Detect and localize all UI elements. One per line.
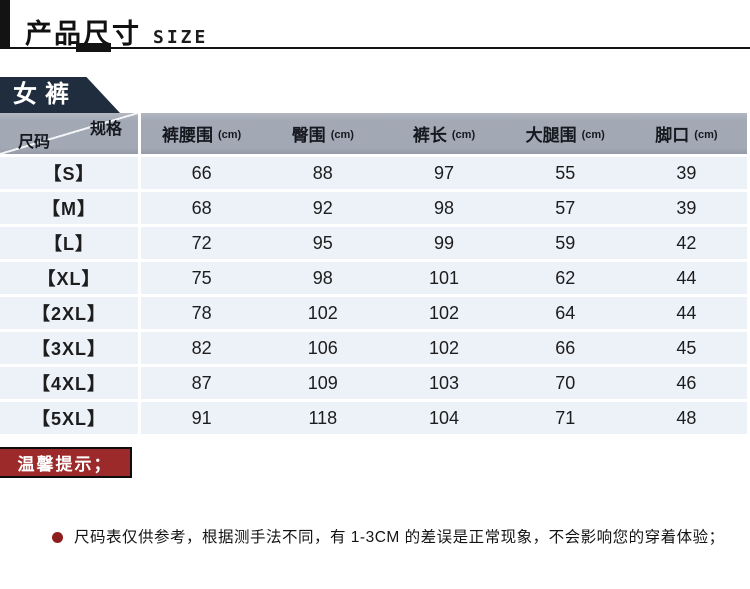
page-header: 产品尺寸 SIZE bbox=[25, 12, 208, 51]
column-label: 脚口 bbox=[655, 126, 690, 145]
hip-value: 88 bbox=[262, 157, 384, 189]
length-value: 101 bbox=[383, 262, 505, 294]
table-row: 【XL】 75 98 101 62 44 bbox=[0, 262, 748, 294]
header-divider-accent bbox=[76, 43, 111, 52]
thigh-value: 55 bbox=[504, 157, 626, 189]
length-value: 102 bbox=[383, 332, 505, 364]
column-header-thigh: 大腿围 (cm) bbox=[505, 113, 626, 154]
size-label: 【4XL】 bbox=[0, 367, 138, 399]
hem-value: 44 bbox=[625, 297, 748, 329]
column-unit: (cm) bbox=[581, 128, 605, 141]
note-line: 尺码表仅供参考，根据测手法不同，有 1-3CM 的差误是正常现象，不会影响您的穿… bbox=[52, 527, 732, 548]
table-row: 【S】 66 88 97 55 39 bbox=[0, 157, 748, 189]
length-value: 98 bbox=[383, 192, 505, 224]
table-row: 【3XL】 82 106 102 66 45 bbox=[0, 332, 748, 364]
thigh-value: 71 bbox=[504, 402, 626, 434]
size-label: 【3XL】 bbox=[0, 332, 138, 364]
hem-value: 48 bbox=[625, 402, 748, 434]
table-row: 【M】 68 92 98 57 39 bbox=[0, 192, 748, 224]
title-accent-bar bbox=[0, 0, 10, 48]
waist-value: 66 bbox=[141, 157, 263, 189]
length-value: 103 bbox=[383, 367, 505, 399]
waist-value: 82 bbox=[141, 332, 263, 364]
thigh-value: 70 bbox=[504, 367, 626, 399]
hem-value: 45 bbox=[625, 332, 748, 364]
size-label: 【M】 bbox=[0, 192, 138, 224]
hip-value: 106 bbox=[262, 332, 384, 364]
column-header-hem: 脚口 (cm) bbox=[626, 113, 747, 154]
table-header-row: 规格 尺码 裤腰围 (cm) 臀围 (cm) 裤长 (cm) 大腿围 bbox=[0, 113, 747, 154]
waist-value: 68 bbox=[141, 192, 263, 224]
hip-value: 102 bbox=[262, 297, 384, 329]
thigh-value: 57 bbox=[504, 192, 626, 224]
waist-value: 91 bbox=[141, 402, 263, 434]
thigh-value: 59 bbox=[504, 227, 626, 259]
tips-banner: 温馨提示； bbox=[0, 447, 132, 478]
corner-cell: 规格 尺码 bbox=[0, 113, 138, 154]
table-row: 【L】 72 95 99 59 42 bbox=[0, 227, 748, 259]
category-banner-label: 女裤 bbox=[13, 81, 77, 108]
table-row: 【4XL】 87 109 103 70 46 bbox=[0, 367, 748, 399]
column-header-hip: 臀围 (cm) bbox=[262, 113, 383, 154]
hem-value: 39 bbox=[625, 157, 748, 189]
table-row: 【2XL】 78 102 102 64 44 bbox=[0, 297, 748, 329]
hip-value: 118 bbox=[262, 402, 384, 434]
waist-value: 72 bbox=[141, 227, 263, 259]
hem-value: 42 bbox=[625, 227, 748, 259]
table-row: 【5XL】 91 118 104 71 48 bbox=[0, 402, 748, 434]
size-label: 【S】 bbox=[0, 157, 138, 189]
column-headers: 裤腰围 (cm) 臀围 (cm) 裤长 (cm) 大腿围 (cm) 脚口 ( bbox=[141, 113, 747, 154]
corner-spec-label: 规格 bbox=[89, 121, 122, 138]
column-label: 臀围 bbox=[291, 126, 326, 145]
hip-value: 95 bbox=[262, 227, 384, 259]
hip-value: 98 bbox=[262, 262, 384, 294]
waist-value: 78 bbox=[141, 297, 263, 329]
column-unit: (cm) bbox=[330, 128, 354, 141]
size-label: 【XL】 bbox=[0, 262, 138, 294]
thigh-value: 62 bbox=[504, 262, 626, 294]
category-banner: 女裤 bbox=[0, 77, 120, 113]
column-unit: (cm) bbox=[217, 128, 242, 141]
hem-value: 44 bbox=[625, 262, 748, 294]
hip-value: 92 bbox=[262, 192, 384, 224]
corner-size-label: 尺码 bbox=[18, 134, 51, 151]
thigh-value: 64 bbox=[504, 297, 626, 329]
column-label: 裤腰围 bbox=[161, 126, 213, 145]
length-value: 104 bbox=[383, 402, 505, 434]
header-divider bbox=[0, 47, 750, 49]
page-subtitle: SIZE bbox=[153, 27, 209, 48]
hem-value: 46 bbox=[625, 367, 748, 399]
length-value: 99 bbox=[383, 227, 505, 259]
size-label: 【2XL】 bbox=[0, 297, 138, 329]
hip-value: 109 bbox=[262, 367, 384, 399]
size-label: 【5XL】 bbox=[0, 402, 138, 434]
column-header-waist: 裤腰围 (cm) bbox=[141, 113, 262, 154]
length-value: 97 bbox=[383, 157, 505, 189]
thigh-value: 66 bbox=[504, 332, 626, 364]
bullet-icon bbox=[52, 532, 63, 543]
waist-value: 75 bbox=[141, 262, 263, 294]
column-unit: (cm) bbox=[451, 128, 476, 141]
column-label: 大腿围 bbox=[525, 126, 577, 145]
waist-value: 87 bbox=[141, 367, 263, 399]
column-label: 裤长 bbox=[412, 126, 447, 145]
hem-value: 39 bbox=[625, 192, 748, 224]
note-text: 尺码表仅供参考，根据测手法不同，有 1-3CM 的差误是正常现象，不会影响您的穿… bbox=[74, 529, 725, 546]
column-header-length: 裤长 (cm) bbox=[383, 113, 504, 154]
column-unit: (cm) bbox=[694, 128, 718, 141]
length-value: 102 bbox=[383, 297, 505, 329]
tips-banner-label: 温馨提示； bbox=[17, 455, 113, 474]
size-table: 规格 尺码 裤腰围 (cm) 臀围 (cm) 裤长 (cm) 大腿围 bbox=[0, 113, 748, 437]
size-label: 【L】 bbox=[0, 227, 138, 259]
